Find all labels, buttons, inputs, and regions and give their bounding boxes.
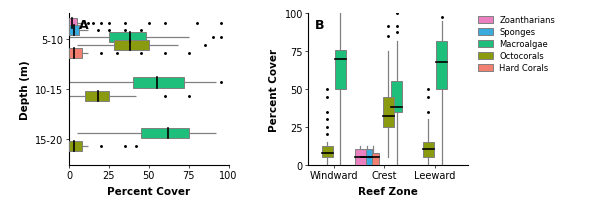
Bar (69, 26, 79, 36)
Bar (141, 128, 188, 138)
Bar (335, 50, 346, 90)
Bar (85, 91, 109, 101)
X-axis label: Percent Cover: Percent Cover (107, 186, 190, 196)
Bar (368, 153, 379, 165)
Bar (361, 150, 372, 165)
Text: A: A (79, 19, 88, 32)
Text: B: B (315, 19, 324, 32)
Bar (113, 41, 149, 50)
Bar (133, 78, 184, 88)
Bar (355, 150, 365, 165)
Bar (69, 141, 82, 151)
X-axis label: Reef Zone: Reef Zone (358, 186, 418, 196)
Bar (109, 33, 146, 42)
Legend: Zoantharians, Sponges, Macroalgae, Octocorals, Hard Corals: Zoantharians, Sponges, Macroalgae, Octoc… (477, 16, 556, 74)
Bar (383, 97, 394, 127)
Bar (69, 48, 82, 59)
Bar (322, 147, 333, 157)
Bar (69, 18, 77, 28)
Bar (423, 142, 434, 157)
Bar (391, 82, 402, 112)
Bar (436, 41, 447, 90)
Y-axis label: Percent Cover: Percent Cover (269, 48, 279, 131)
Y-axis label: Depth (m): Depth (m) (20, 60, 29, 119)
